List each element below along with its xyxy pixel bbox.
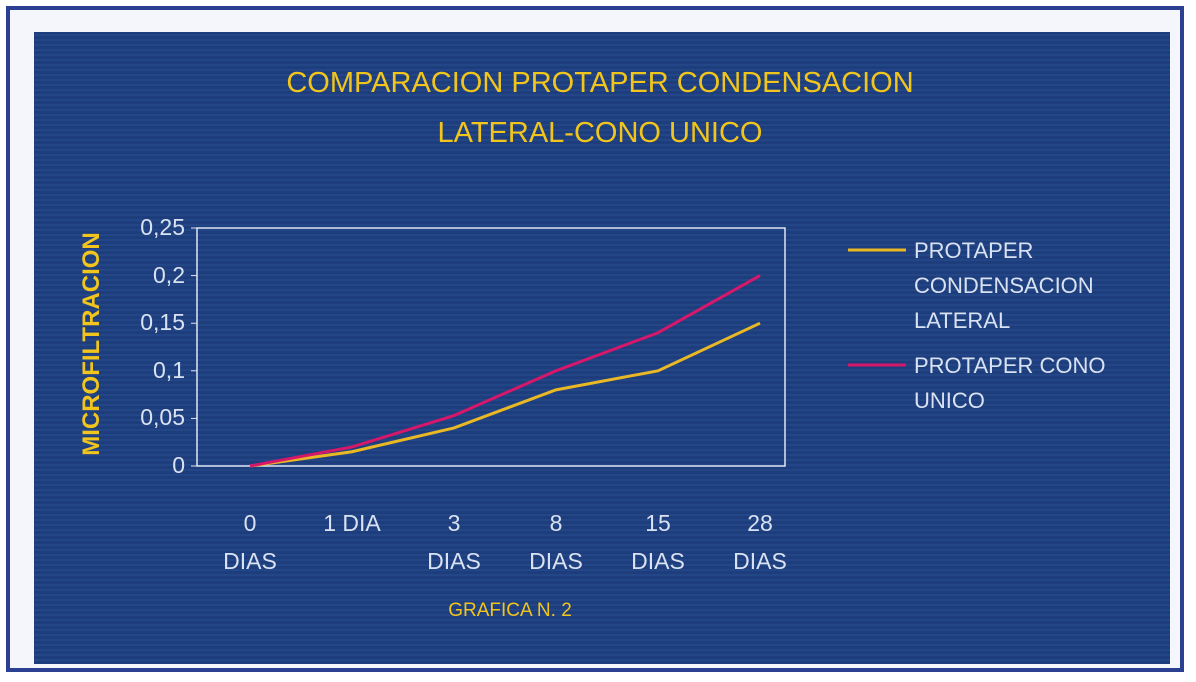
- y-tick-label: 0: [172, 452, 185, 478]
- annotation: GRAFICA N. 2: [448, 600, 572, 621]
- x-tick-label: 8 DIAS: [529, 510, 583, 574]
- x-tick-label: 1 DIA: [323, 510, 381, 536]
- y-tick-label: 0,15: [140, 309, 185, 336]
- series-line: [249, 321, 761, 468]
- y-tick-label: 0,2: [153, 261, 185, 288]
- x-tick-label: 3 DIAS: [427, 510, 481, 574]
- series-line: [249, 274, 761, 468]
- frame: [6, 6, 1184, 672]
- chart-panel: [34, 32, 1170, 664]
- y-tick-label: 0,25: [140, 214, 185, 240]
- x-tick-label: 0 DIAS: [223, 510, 277, 574]
- plot-area: [196, 227, 786, 467]
- y-tick-label: 0,1: [153, 356, 185, 383]
- chart-title: COMPARACION PROTAPER CONDENSACION LATERA…: [286, 67, 914, 149]
- x-tick-label: 28 DIAS: [733, 510, 787, 574]
- y-tick-label: 0,05: [140, 404, 185, 431]
- legend-label: PROTAPER CONO UNICO: [914, 353, 1106, 413]
- legend-label: PROTAPER CONDENSACION LATERAL: [914, 238, 1094, 333]
- x-tick-label: 15 DIAS: [631, 510, 685, 574]
